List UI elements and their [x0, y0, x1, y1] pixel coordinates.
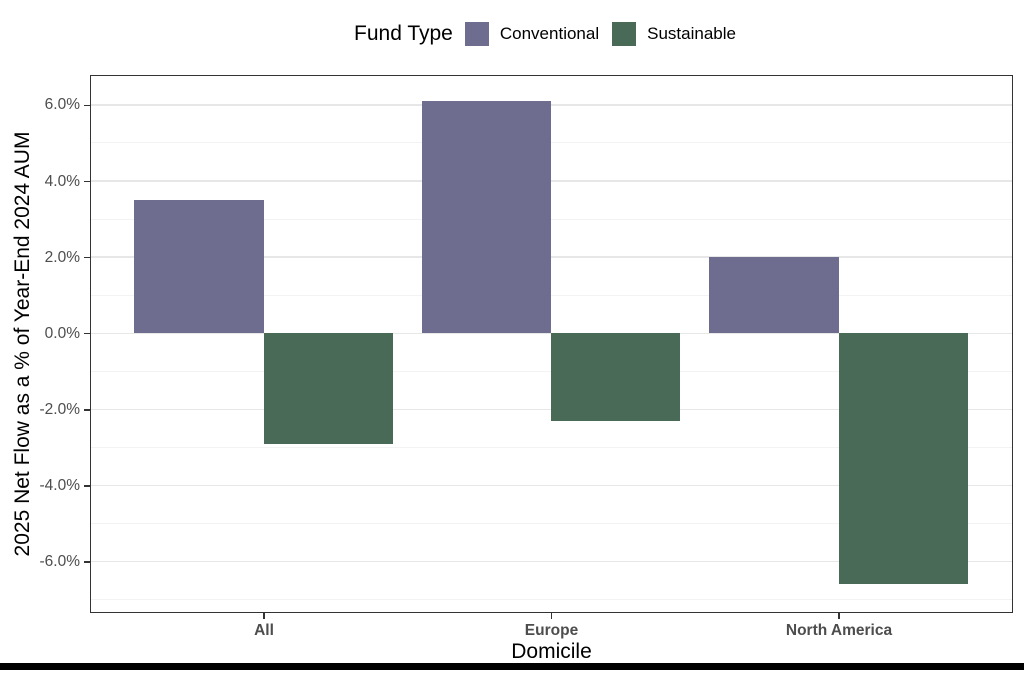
y-tick-mark — [84, 180, 90, 183]
bar-conventional-all — [134, 200, 264, 334]
gridline-minor — [91, 446, 1012, 448]
bar-sustainable-europe — [551, 333, 681, 421]
bar-sustainable-all — [263, 333, 393, 444]
y-tick-label: -2.0% — [39, 400, 81, 418]
y-tick-label: -4.0% — [39, 476, 81, 494]
gridline-major — [91, 104, 1012, 106]
x-tick-label: Europe — [524, 622, 579, 639]
y-tick-label: 0.0% — [44, 324, 80, 342]
y-tick-mark — [84, 332, 90, 335]
y-tick-mark — [84, 485, 90, 487]
gridline-minor — [91, 599, 1012, 601]
legend-item-sustainable: Sustainable — [612, 22, 736, 46]
x-tick-mark — [263, 613, 265, 619]
legend-title: Fund Type — [354, 22, 453, 45]
legend-label-conventional: Conventional — [499, 24, 600, 43]
bar-conventional-europe — [421, 101, 551, 334]
x-tick-label: North America — [785, 622, 893, 639]
bar-sustainable-north-america — [838, 333, 968, 585]
legend: Fund Type Conventional Sustainable — [90, 21, 1013, 47]
gridline-minor — [91, 142, 1012, 144]
gridline-major — [91, 180, 1012, 182]
legend-label-sustainable: Sustainable — [647, 24, 736, 43]
y-tick-label: 4.0% — [44, 172, 80, 190]
x-axis-title: Domicile — [511, 640, 592, 663]
bar-conventional-north-america — [709, 257, 839, 334]
gridline-minor — [91, 218, 1012, 220]
x-tick-label: All — [254, 622, 274, 639]
gridline-major — [91, 560, 1012, 563]
y-tick-mark — [84, 561, 90, 563]
y-tick-label: 6.0% — [44, 96, 80, 114]
y-tick-mark — [84, 409, 90, 411]
x-tick-mark — [838, 613, 840, 619]
gridline-major — [91, 484, 1012, 487]
conventional-swatch-icon — [464, 22, 489, 46]
gridline-minor — [91, 294, 1012, 296]
legend-item-conventional: Conventional — [464, 22, 600, 46]
y-tick-mark — [84, 104, 90, 107]
y-tick-label: -6.0% — [39, 553, 81, 571]
y-tick-label: 2.0% — [44, 248, 80, 266]
sustainable-swatch-icon — [612, 22, 637, 46]
y-tick-mark — [84, 256, 90, 259]
gridline-minor — [91, 522, 1012, 524]
plot-panel — [90, 75, 1013, 613]
bottom-rule — [0, 663, 1024, 670]
x-tick-mark — [550, 613, 553, 619]
gridline-major — [91, 332, 1012, 334]
gridline-major — [91, 256, 1012, 258]
